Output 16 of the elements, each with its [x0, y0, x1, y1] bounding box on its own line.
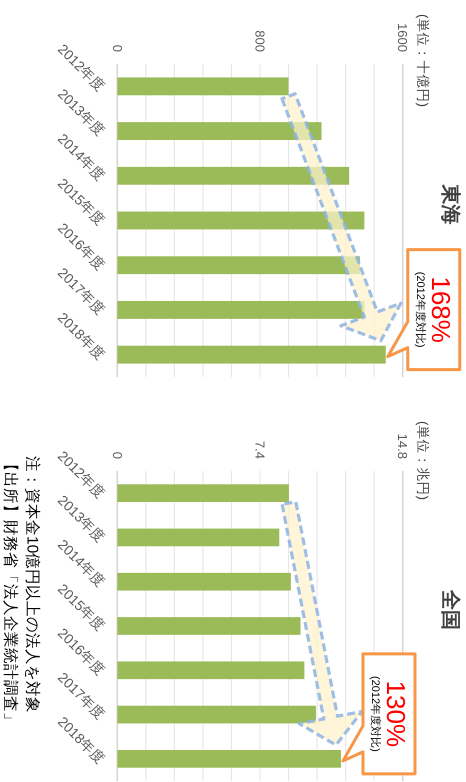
tick: 1600 [395, 23, 410, 52]
tick: 0 [110, 452, 125, 459]
tick: 800 [252, 30, 268, 52]
callout-note: (2012年度対比) [369, 676, 381, 752]
note: 【出所】財務省「法人企業統計調査」 [2, 456, 18, 728]
callout-note: (2012年度対比) [414, 272, 426, 348]
tick: 0 [110, 44, 125, 52]
callout-value: 168% [426, 276, 456, 343]
note: 注：資本金10億円以上の法人を対象 [24, 456, 40, 714]
callout-value: 130% [381, 680, 411, 748]
unit: (単位：兆円) [416, 421, 430, 500]
tick: 14.8 [395, 434, 410, 459]
heading: 全国 [439, 590, 461, 630]
heading: 東海 [439, 184, 461, 224]
unit: (単位：十億円) [416, 14, 430, 107]
tick: 7.4 [252, 440, 268, 459]
